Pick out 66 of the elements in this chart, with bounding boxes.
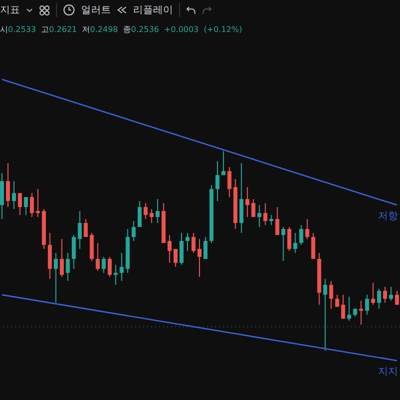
text: 얼러트 xyxy=(81,4,111,17)
candlestick xyxy=(269,214,274,226)
candlestick xyxy=(221,150,226,176)
candlestick xyxy=(90,232,94,262)
candlestick xyxy=(174,248,178,268)
candlestick xyxy=(305,218,310,240)
candlestick xyxy=(293,232,298,254)
candlestick xyxy=(150,208,154,224)
candlestick xyxy=(245,186,250,218)
candlestick xyxy=(84,218,88,238)
candlestick xyxy=(227,166,232,198)
candlestick xyxy=(329,280,334,310)
candlestick xyxy=(347,296,352,322)
candlestick xyxy=(281,226,286,262)
candlestick xyxy=(36,188,40,218)
text: 시0.2533 고0.2621 저0.2498 종0.2536 +0.0003 (+0.12%) xyxy=(0,25,242,34)
candlestick xyxy=(6,162,10,208)
candlestick xyxy=(186,232,190,252)
candlestick xyxy=(323,278,328,352)
candlestick xyxy=(192,232,196,254)
candlestick xyxy=(54,252,58,304)
candlestick xyxy=(257,204,262,228)
candlestick xyxy=(395,290,400,306)
candlestick xyxy=(180,232,184,266)
candlestick xyxy=(251,198,256,218)
candlestick xyxy=(365,294,370,316)
candlestick xyxy=(359,300,364,326)
candlestick xyxy=(287,226,292,252)
candlestick xyxy=(371,282,376,306)
candlestick xyxy=(60,238,64,278)
candlestick xyxy=(311,232,316,260)
candlestick xyxy=(120,252,124,282)
candlestick xyxy=(377,288,382,310)
candlestick xyxy=(335,294,340,308)
candlestick xyxy=(156,198,160,224)
candlestick xyxy=(144,202,148,220)
candlestick xyxy=(132,220,136,242)
candlestick xyxy=(239,162,244,234)
candlestick xyxy=(18,192,22,216)
candlestick xyxy=(168,234,172,264)
series-label: 저항 xyxy=(378,211,398,222)
series-label: 지지 xyxy=(378,366,398,378)
candlestick xyxy=(78,210,82,250)
candlestick xyxy=(108,256,112,278)
candlestick xyxy=(138,200,142,228)
candlestick xyxy=(215,160,220,202)
candlestick xyxy=(12,180,16,210)
candlestick xyxy=(24,196,28,216)
candlestick xyxy=(389,286,394,302)
candlestick xyxy=(263,202,268,226)
candlestick xyxy=(30,192,34,218)
candlestick xyxy=(114,264,118,286)
candlestick xyxy=(72,234,76,270)
candlestick xyxy=(198,238,202,278)
candlestick xyxy=(299,224,304,246)
text: 지표 xyxy=(0,4,20,17)
candlestick xyxy=(66,252,70,282)
candlestick xyxy=(0,172,4,220)
candlestick xyxy=(203,236,208,260)
text: 리플레이 xyxy=(133,4,173,17)
candlestick xyxy=(96,242,100,272)
candlestick xyxy=(383,286,388,304)
candlestick xyxy=(102,256,106,274)
candlestick xyxy=(341,294,346,320)
candlestick xyxy=(275,206,280,236)
candlestick xyxy=(48,232,52,280)
